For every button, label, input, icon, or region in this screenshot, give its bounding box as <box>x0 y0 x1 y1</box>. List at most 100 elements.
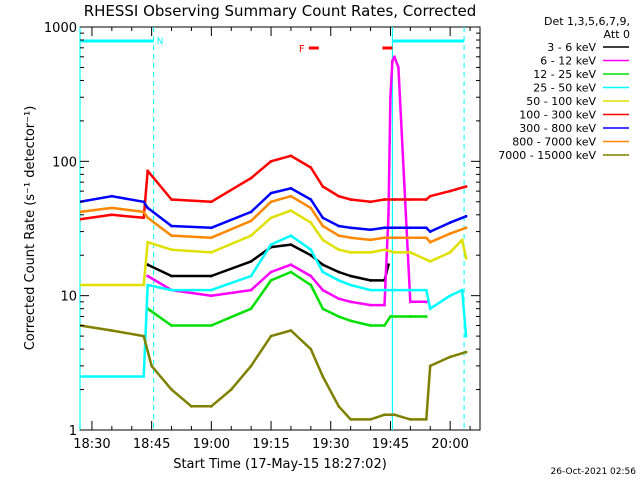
series-point <box>369 200 372 204</box>
series-point <box>170 274 173 278</box>
legend-entry-label: 300 - 800 keV <box>519 122 596 135</box>
series-point <box>249 219 253 223</box>
series-point <box>249 307 253 311</box>
series-point <box>448 355 452 359</box>
x-tick-label: 19:15 <box>252 437 289 452</box>
series-point <box>337 194 341 198</box>
series-point <box>146 216 150 220</box>
series-point <box>448 221 452 224</box>
x-axis: 18:30 18:45 19:00 19:15 19:30 19:45 20:00 <box>73 27 471 452</box>
series-point <box>448 189 452 193</box>
series-point <box>289 154 293 158</box>
series-point <box>110 194 114 198</box>
series-point <box>448 294 452 298</box>
series-point <box>170 388 173 391</box>
series-point <box>349 236 353 240</box>
series-point <box>428 194 432 198</box>
series-point <box>209 294 213 298</box>
series-point <box>383 413 386 417</box>
series-point <box>337 315 341 318</box>
series-point <box>408 315 412 318</box>
series-point <box>309 253 313 257</box>
series-point <box>369 238 372 242</box>
x-tick-label: 20:00 <box>431 437 468 452</box>
series-point <box>424 198 428 201</box>
series-point <box>309 166 313 169</box>
series-point <box>321 375 325 378</box>
series-point <box>349 198 353 201</box>
series-point <box>289 243 293 246</box>
series-point <box>383 324 386 327</box>
series-point <box>393 226 396 230</box>
series-point <box>428 240 432 244</box>
series-point <box>321 224 325 228</box>
series-point <box>393 55 396 59</box>
series-point <box>80 375 82 378</box>
series-point <box>349 283 353 287</box>
series-group <box>80 55 468 421</box>
series-point <box>309 283 313 287</box>
series-point <box>209 236 213 240</box>
series-point <box>383 226 386 230</box>
legend-entry-label: 3 - 6 keV <box>547 41 596 54</box>
series-point <box>428 307 432 311</box>
series-point <box>460 238 464 242</box>
series-point <box>321 307 325 311</box>
series-point <box>337 270 341 274</box>
series-point <box>249 259 253 263</box>
series-point <box>337 404 341 408</box>
series-point <box>464 185 468 188</box>
series-point <box>170 198 173 201</box>
series-point <box>393 236 396 240</box>
series-point <box>269 334 273 338</box>
series-point <box>269 200 273 204</box>
series-point <box>289 270 293 274</box>
series-point <box>424 236 428 240</box>
series-point <box>383 303 386 307</box>
series-point <box>289 234 293 237</box>
x-tick-label: 19:00 <box>193 437 230 452</box>
series-point <box>321 238 325 242</box>
series-point <box>150 364 154 368</box>
series-point <box>146 274 150 278</box>
series-point <box>269 278 273 282</box>
series-point <box>110 213 114 217</box>
series-point <box>80 217 82 221</box>
x-axis-label: Start Time (17-May-15 18:27:02) <box>173 457 387 472</box>
series-point <box>389 315 392 318</box>
series-point <box>269 191 273 195</box>
series-point <box>142 375 146 378</box>
series-point <box>424 417 428 421</box>
series-point <box>289 186 293 190</box>
series-point <box>146 240 150 244</box>
series-point <box>170 248 173 252</box>
series-point <box>289 329 293 332</box>
series-point <box>209 250 213 254</box>
series-point <box>190 404 193 408</box>
series-point <box>309 221 313 224</box>
series-point <box>349 319 353 323</box>
series-point <box>428 364 432 368</box>
series-point <box>349 226 353 230</box>
series-point <box>448 232 452 235</box>
series-point <box>80 283 82 287</box>
legend-entry-label: 100 - 300 keV <box>519 109 596 122</box>
series-point <box>337 234 341 237</box>
series-line <box>80 209 468 287</box>
series-point <box>464 226 468 230</box>
series-point <box>424 300 428 304</box>
chart-title: RHESSI Observing Summary Count Rates, Co… <box>84 2 477 20</box>
series-point <box>393 198 396 201</box>
series-point <box>249 364 253 368</box>
series-line <box>80 194 467 244</box>
legend-entry-label: 12 - 25 keV <box>533 68 596 81</box>
series-point <box>369 417 372 421</box>
legend-entry-label: 25 - 50 keV <box>533 82 596 95</box>
series-point <box>408 226 412 230</box>
night-label: N <box>157 37 164 47</box>
series-point <box>387 263 390 267</box>
series-point <box>142 283 146 287</box>
series-point <box>249 288 253 292</box>
series-point <box>460 288 464 292</box>
legend-entry-label: 6 - 12 keV <box>540 55 596 68</box>
